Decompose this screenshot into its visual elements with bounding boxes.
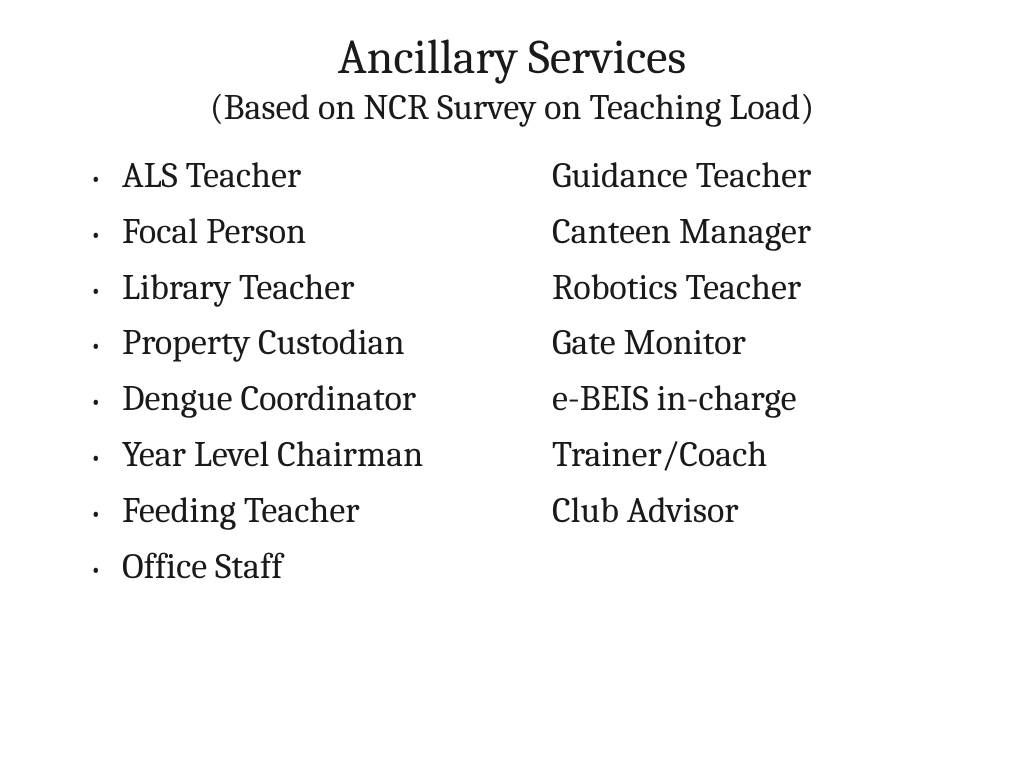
list-item: • Feeding Teacher Club Advisor (80, 483, 954, 539)
list-item: • Dengue Coordinator e-BEIS in-charge (80, 371, 954, 427)
bullet-icon: • (80, 382, 122, 422)
list-item: • Library Teacher Robotics Teacher (80, 260, 954, 316)
list-item: • ALS Teacher Guidance Teacher (80, 148, 954, 204)
bullet-icon: • (80, 326, 122, 366)
right-term: Canteen Manager (552, 204, 954, 260)
slide-subtitle: (Based on NCR Survey on Teaching Load) (60, 87, 964, 128)
right-term: Trainer/Coach (552, 427, 954, 483)
left-term: Office Staff (122, 539, 552, 595)
slide-title: Ancillary Services (60, 30, 964, 85)
list-item: • Property Custodian Gate Monitor (80, 315, 954, 371)
list-item: • Focal Person Canteen Manager (80, 204, 954, 260)
left-term: Library Teacher (122, 260, 552, 316)
right-term: e-BEIS in-charge (552, 371, 954, 427)
bullet-icon: • (80, 271, 122, 311)
bullet-icon: • (80, 494, 122, 534)
right-term: Guidance Teacher (552, 148, 954, 204)
list-item: • Office Staff (80, 539, 954, 595)
left-term: Focal Person (122, 204, 552, 260)
right-term: Robotics Teacher (552, 260, 954, 316)
bullet-icon: • (80, 438, 122, 478)
right-term: Club Advisor (552, 483, 954, 539)
bullet-icon: • (80, 215, 122, 255)
right-term: Gate Monitor (552, 315, 954, 371)
bullet-icon: • (80, 550, 122, 590)
bullet-icon: • (80, 159, 122, 199)
left-term: Property Custodian (122, 315, 552, 371)
left-term: Dengue Coordinator (122, 371, 552, 427)
list-item: • Year Level Chairman Trainer/Coach (80, 427, 954, 483)
left-term: Feeding Teacher (122, 483, 552, 539)
left-term: ALS Teacher (122, 148, 552, 204)
left-term: Year Level Chairman (122, 427, 552, 483)
slide-content: • ALS Teacher Guidance Teacher • Focal P… (60, 148, 964, 594)
